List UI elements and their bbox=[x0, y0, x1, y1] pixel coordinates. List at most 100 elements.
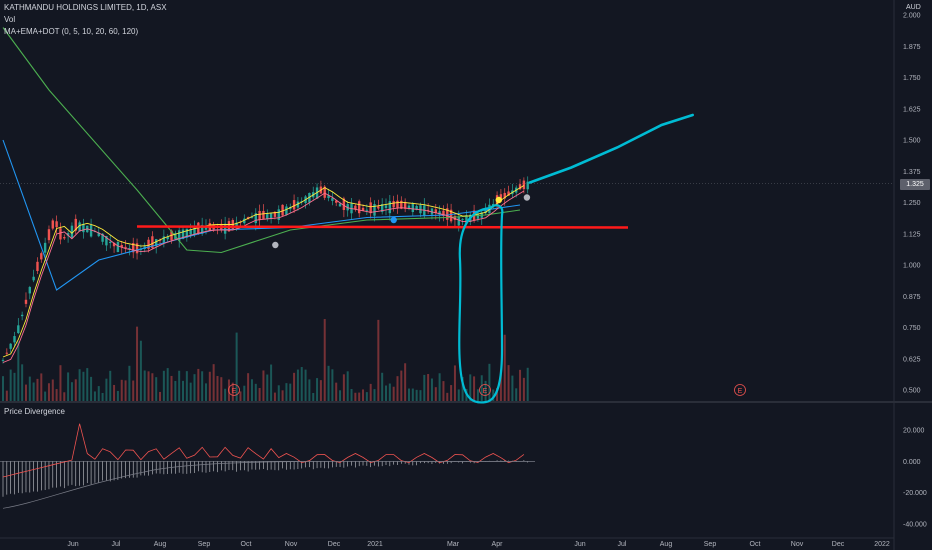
candle-body bbox=[380, 204, 384, 212]
candle-body bbox=[243, 218, 246, 224]
volume-bar bbox=[113, 384, 116, 401]
candle-body bbox=[507, 191, 510, 196]
earnings-badge bbox=[734, 384, 746, 396]
candle-body bbox=[32, 276, 35, 281]
candle-body bbox=[384, 205, 388, 209]
volume-bar bbox=[484, 380, 487, 401]
volume-bar bbox=[507, 365, 510, 401]
candle-body bbox=[269, 213, 273, 219]
volume-bar bbox=[526, 367, 529, 401]
volume-bar bbox=[59, 365, 62, 401]
currency-label: AUD bbox=[906, 4, 921, 11]
volume-bar bbox=[430, 378, 433, 401]
candle-body bbox=[296, 201, 300, 208]
volume-bar bbox=[78, 369, 81, 401]
candle-body bbox=[346, 204, 349, 211]
volume-bar bbox=[5, 390, 8, 401]
volume-bar bbox=[270, 364, 273, 401]
volume-bar bbox=[476, 389, 479, 401]
candle-body bbox=[327, 195, 330, 199]
candle-body bbox=[200, 225, 204, 234]
volume-bar bbox=[189, 382, 192, 401]
volume-bar bbox=[82, 371, 85, 401]
chart-title: KATHMANDU HOLDINGS LIMITED, 1D, ASX bbox=[4, 3, 167, 12]
candle-body bbox=[522, 180, 526, 190]
candle-body bbox=[63, 237, 66, 239]
time-axis-tick: 2021 bbox=[367, 541, 383, 548]
volume-bar bbox=[499, 370, 502, 401]
volume-bar bbox=[132, 380, 135, 401]
volume-bar bbox=[109, 370, 112, 401]
volume-bar bbox=[427, 374, 430, 401]
volume-bar bbox=[461, 376, 464, 401]
time-axis-tick: Aug bbox=[154, 541, 167, 548]
candle-body bbox=[446, 208, 449, 220]
candle-body bbox=[36, 261, 39, 272]
volume-bar bbox=[381, 372, 384, 401]
candle-body bbox=[457, 216, 460, 226]
volume-bar bbox=[392, 386, 395, 401]
candle-body bbox=[124, 246, 127, 248]
short-moving-average-line bbox=[2, 185, 525, 358]
candle-body bbox=[292, 200, 296, 210]
candle-body bbox=[5, 352, 9, 354]
volume-bar bbox=[342, 374, 345, 401]
volume-bar bbox=[197, 368, 200, 401]
volume-bar bbox=[212, 364, 215, 401]
volume-bar bbox=[473, 376, 476, 401]
candle-body bbox=[400, 200, 403, 209]
time-axis-tick: Dec bbox=[832, 541, 845, 548]
volume-bar bbox=[170, 375, 173, 401]
volume-bar bbox=[204, 383, 207, 401]
volume-bar bbox=[32, 382, 35, 401]
candle-body bbox=[331, 198, 334, 201]
time-axis-tick: Aug bbox=[660, 541, 673, 548]
candle-body bbox=[166, 236, 169, 240]
candle-body bbox=[461, 218, 464, 220]
volume-bar bbox=[116, 390, 119, 401]
volume-bar bbox=[511, 375, 514, 401]
volume-bar bbox=[453, 365, 456, 401]
volume-bar bbox=[2, 376, 4, 401]
candle-body bbox=[262, 210, 265, 220]
time-axis-tick: Dec bbox=[328, 541, 341, 548]
candle-body bbox=[354, 205, 357, 210]
volume-bar bbox=[519, 369, 522, 401]
candle-body bbox=[426, 209, 430, 211]
volume-bar bbox=[377, 319, 380, 401]
volume-bar bbox=[143, 370, 146, 401]
volume-bar bbox=[235, 332, 238, 401]
volume-bar bbox=[44, 391, 47, 401]
candle-body bbox=[189, 229, 192, 235]
candle-body bbox=[365, 209, 369, 211]
candle-body bbox=[442, 210, 445, 216]
volume-bar bbox=[407, 388, 410, 401]
volume-bar bbox=[419, 390, 422, 401]
volume-bar bbox=[515, 388, 518, 401]
candle-body bbox=[13, 336, 16, 343]
moving-average-line bbox=[2, 27, 521, 254]
volume-bar bbox=[93, 391, 96, 401]
divergence-average-line bbox=[2, 460, 536, 509]
candle-body bbox=[151, 236, 154, 249]
volume-bar bbox=[492, 389, 495, 401]
time-axis-tick: Apr bbox=[492, 541, 504, 548]
indicator-label: MA+EMA+DOT (0, 5, 10, 20, 60, 120) bbox=[4, 27, 139, 36]
volume-bar bbox=[254, 383, 257, 401]
candle-body bbox=[155, 239, 158, 247]
volume-bar bbox=[312, 392, 315, 401]
volume-bar bbox=[47, 383, 50, 401]
candle-body bbox=[300, 201, 303, 203]
earnings-badge-label: E bbox=[738, 388, 743, 395]
candle-body bbox=[465, 215, 468, 224]
volume-bar bbox=[503, 334, 506, 401]
support-line-annotation bbox=[136, 225, 629, 229]
candle-body bbox=[335, 200, 338, 203]
divergence-axis-tick: -20.000 bbox=[903, 490, 927, 497]
volume-bar bbox=[339, 390, 342, 401]
volume-bar bbox=[17, 341, 20, 401]
price-axis-tick: 1.375 bbox=[903, 169, 921, 176]
signal-marker bbox=[272, 241, 279, 249]
lower-pane-title: Price Divergence bbox=[4, 407, 65, 416]
